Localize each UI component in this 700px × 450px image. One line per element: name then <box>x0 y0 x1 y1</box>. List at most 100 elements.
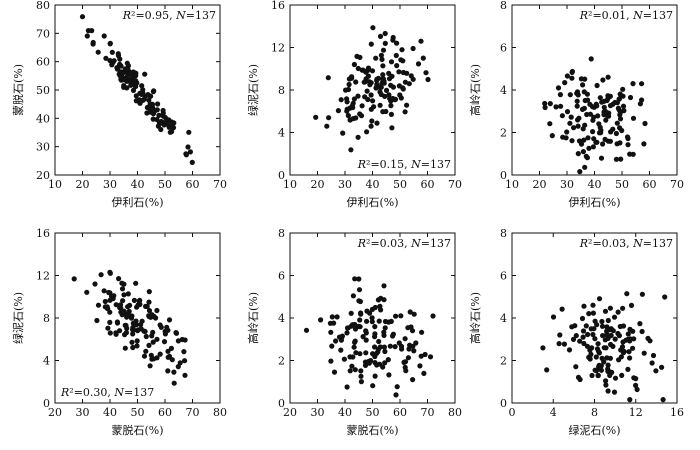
scatter-point <box>356 287 363 293</box>
scatter-point <box>122 345 128 351</box>
scatter-point <box>623 337 629 343</box>
scatter-point <box>118 305 124 311</box>
scatter-point <box>420 55 426 61</box>
scatter-point <box>164 324 170 330</box>
scatter-point <box>133 73 139 79</box>
scatter-point <box>613 156 620 162</box>
scatter-point <box>559 113 566 119</box>
scatter-point <box>378 52 384 58</box>
scatter-point <box>104 304 110 310</box>
scatter-point <box>348 147 354 153</box>
x-tick-label: 40 <box>131 178 145 191</box>
scatter-point <box>127 302 133 308</box>
x-tick-label: 60 <box>393 406 407 419</box>
scatter-point <box>417 363 423 369</box>
scatter-point <box>574 103 580 109</box>
scatter-point <box>559 306 565 312</box>
scatter-point <box>567 120 573 126</box>
x-tick-label: 8 <box>591 406 598 419</box>
scatter-point <box>377 102 383 108</box>
scatter-point <box>396 83 402 89</box>
scatter-point <box>143 303 149 309</box>
x-tick-label: 70 <box>186 406 200 419</box>
x-tick-label: 70 <box>421 406 435 419</box>
scatter-point <box>406 81 412 87</box>
scatter-point <box>123 330 129 336</box>
scatter-point <box>627 355 633 361</box>
scatter-point <box>156 112 162 118</box>
scatter-point <box>411 348 417 354</box>
x-tick-label: 30 <box>311 406 325 419</box>
scatter-point <box>130 344 136 351</box>
scatter-point <box>147 101 153 107</box>
scatter-point <box>95 302 102 308</box>
y-tick-label: 4 <box>43 355 50 368</box>
x-axis-label: 绿泥石(%) <box>568 423 620 437</box>
scatter-point <box>333 338 339 344</box>
x-tick-label: 40 <box>366 178 380 191</box>
scatter-point <box>599 99 605 105</box>
scatter-point <box>586 145 592 151</box>
scatter-point <box>158 126 164 133</box>
scatter-point <box>147 363 153 369</box>
scatter-point <box>580 149 587 155</box>
scatter-point <box>107 41 113 47</box>
scatter-point <box>592 336 598 342</box>
scatter-point <box>382 360 388 366</box>
scatter-point <box>348 310 354 316</box>
scatter-point <box>392 96 399 102</box>
scatter-point <box>130 320 136 326</box>
scatter-point <box>615 330 621 337</box>
scatter-point <box>630 81 636 87</box>
scatter-point <box>79 14 86 20</box>
scatter-point <box>581 89 587 95</box>
scatter-point <box>340 130 346 136</box>
scatter-point <box>161 122 167 128</box>
scatter-point <box>399 47 405 53</box>
x-tick-label: 10 <box>505 178 519 191</box>
y-tick-label: 8 <box>500 0 507 12</box>
scatter-point <box>381 283 387 289</box>
x-tick-label: 20 <box>283 406 297 419</box>
scatter-point <box>377 33 384 40</box>
scatter-point <box>130 327 136 333</box>
scatter-point <box>381 344 387 350</box>
scatter-point <box>394 384 400 390</box>
scatter-point <box>368 358 374 364</box>
scatter-point <box>404 70 410 76</box>
scatter-point <box>620 93 626 99</box>
scatter-point <box>639 81 645 87</box>
scatter-point <box>602 308 609 314</box>
scatter-point <box>353 79 359 85</box>
scatter-point <box>542 104 548 111</box>
scatter-point <box>357 111 363 117</box>
scatter-point <box>660 397 666 403</box>
x-tick-label: 30 <box>560 178 574 191</box>
scatter-point <box>603 117 609 123</box>
scatter-point <box>382 325 388 331</box>
scatter-point <box>627 397 633 403</box>
scatter-point <box>102 298 108 305</box>
y-axis-label: 绿泥石(%) <box>246 64 260 116</box>
x-tick-label: 40 <box>338 406 352 419</box>
scatter-point <box>166 124 172 130</box>
scatter-point <box>133 93 139 99</box>
scatter-point <box>411 311 417 317</box>
scatter-panel-4: 20 30 40 50 60 70 80 0 4 8 12 16 蒙脱石(%) 绿泥石(%) R²=0.30… <box>11 227 227 437</box>
scatter-point <box>621 348 627 355</box>
scatter-point <box>344 99 350 105</box>
scatter-point <box>370 351 376 357</box>
scatter-point <box>130 331 136 337</box>
scatter-point <box>599 323 606 329</box>
scatter-point <box>329 343 335 349</box>
scatter-point <box>585 331 591 338</box>
x-axis-label: 伊利石(%) <box>111 196 163 209</box>
scatter-point <box>386 76 393 82</box>
scatter-point <box>117 328 123 334</box>
scatter-point <box>423 70 429 76</box>
scatter-point <box>418 38 424 44</box>
scatter-point <box>626 349 632 355</box>
scatter-point <box>610 343 616 349</box>
scatter-point <box>352 367 358 373</box>
scatter-point <box>155 101 161 107</box>
